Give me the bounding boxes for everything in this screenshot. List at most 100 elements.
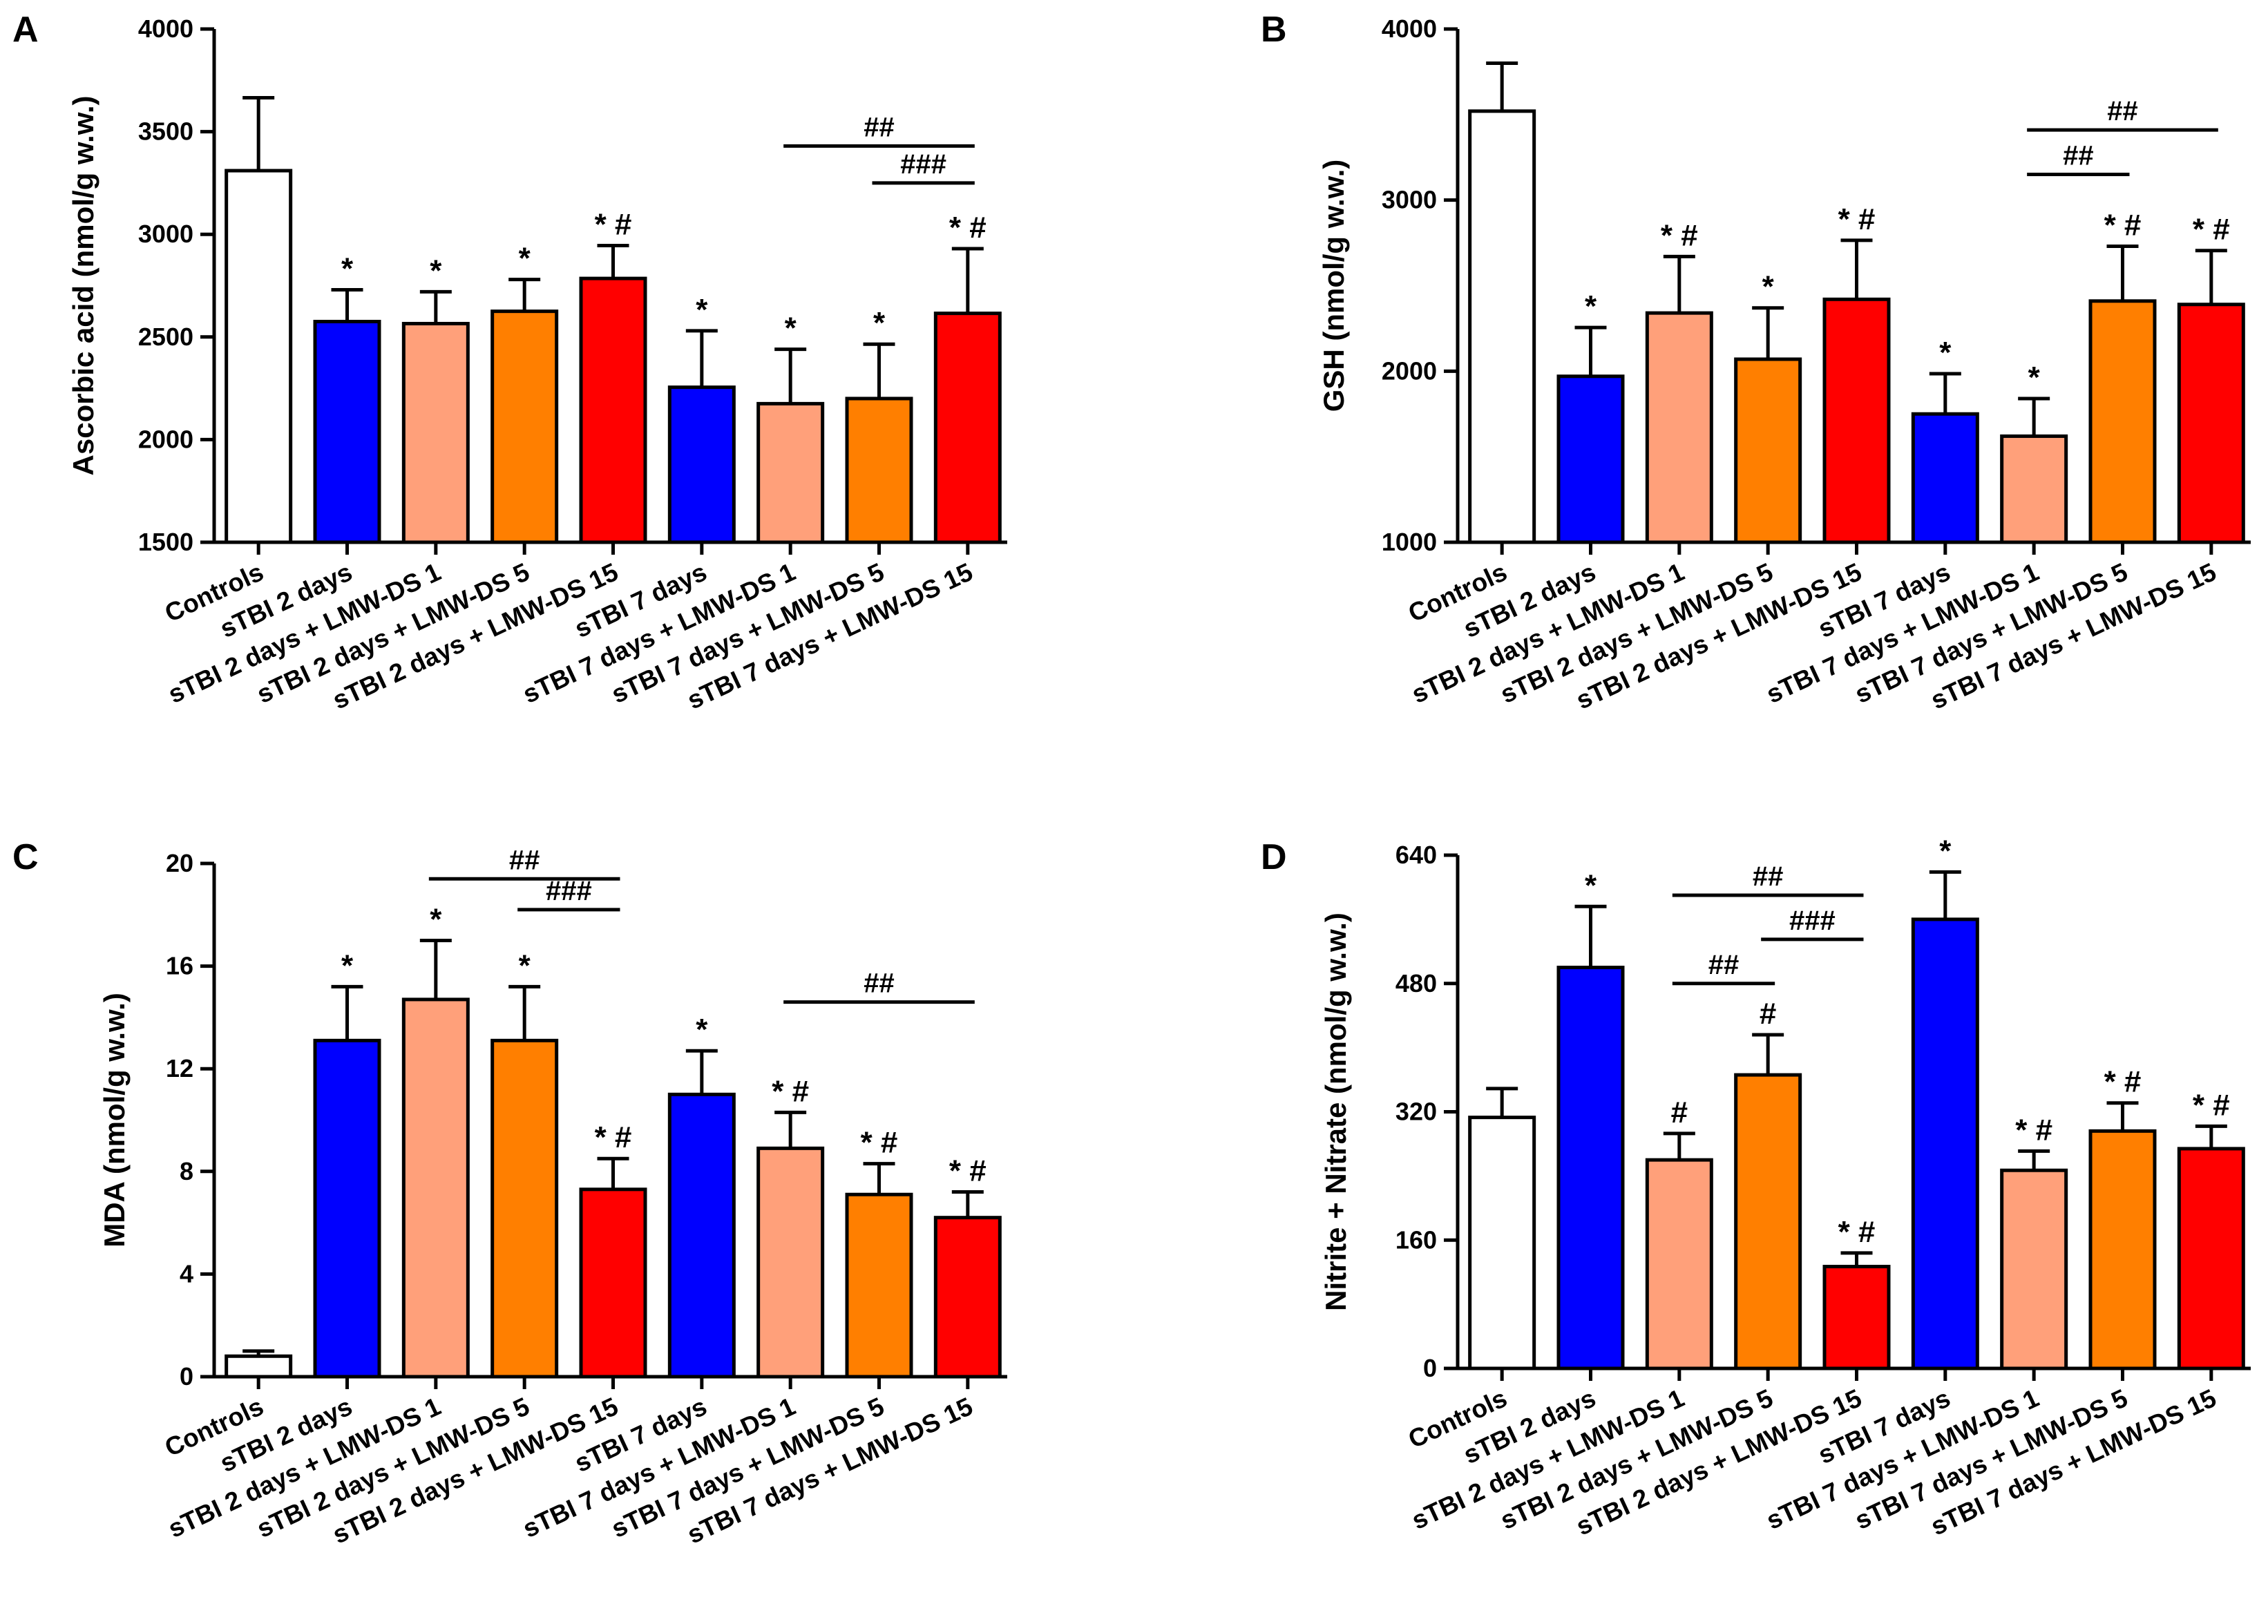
y-tick-label: 12 [166,1054,193,1082]
significance-marker: * # [772,1074,809,1108]
panel-letter: A [12,10,39,50]
bar [933,312,1002,544]
significance-marker: # [1760,997,1776,1031]
comparison-label: ### [900,149,946,180]
comparison-label: ## [864,112,895,142]
bar [1822,297,1891,544]
significance-marker: * [785,312,797,345]
significance-marker: * # [949,211,987,245]
bar [490,309,559,544]
bar [1556,374,1625,544]
bar [579,1187,647,1379]
y-tick-label: 2500 [138,323,193,351]
y-tick-label: 4000 [138,15,193,43]
bar [2177,303,2245,544]
significance-marker: * [1939,336,1952,370]
significance-marker: * # [2193,213,2230,247]
y-tick-label: 640 [1395,841,1437,869]
bar [2088,1129,2157,1370]
bar [401,321,470,544]
significance-marker: * # [595,208,632,242]
significance-marker: * # [2104,209,2142,242]
bar [1468,1116,1536,1370]
significance-marker: * # [861,1126,898,1160]
bar [1645,1158,1713,1370]
significance-marker: * # [595,1120,632,1154]
y-tick-label: 480 [1395,969,1437,997]
significance-marker: * [341,948,354,982]
y-axis-label: Ascorbic acid (nmol/g w.w.) [67,96,99,476]
significance-marker: * # [949,1154,987,1188]
significance-marker: * [696,1013,708,1047]
significance-marker: * [1762,270,1775,304]
panel-letter: C [12,837,39,877]
significance-marker: * [696,293,708,327]
significance-marker: * [873,306,886,340]
significance-marker: # [1671,1096,1688,1129]
significance-marker: * # [2193,1088,2230,1122]
bar [845,397,913,544]
comparison-label: ### [546,876,592,906]
panel-d: D 0 160 320 480 640 Nitrite + Nitrate (nmol/g … [1261,834,2251,1541]
comparison-label: ## [509,845,540,875]
y-tick-label: 3500 [138,117,193,146]
comparison-label: ## [1753,861,1784,892]
y-tick-label: 0 [1423,1354,1437,1382]
bar [756,1146,825,1379]
bar [1468,109,1536,544]
significance-marker: * [1939,834,1952,868]
y-axis-label: Nitrite + Nitrate (nmol/g w.w.) [1319,913,1352,1311]
significance-marker: * [1585,868,1597,902]
bar [1911,917,1979,1370]
bar [225,169,293,544]
bar [667,1092,736,1379]
significance-marker: * [2028,361,2041,394]
significance-marker: * [430,902,442,936]
bar [490,1038,559,1379]
significance-marker: * # [2104,1065,2142,1099]
bar [401,997,470,1379]
significance-marker: * # [2015,1113,2052,1147]
bar [225,1354,293,1379]
bar [2000,1168,2068,1370]
panel-letter: B [1261,10,1287,50]
significance-marker: * [519,948,531,982]
bar [2088,299,2157,544]
bar [933,1216,1002,1379]
bar [1645,311,1713,544]
comparison-label: ### [1789,906,1836,936]
bar [2177,1147,2245,1370]
significance-marker: * # [1838,202,1876,236]
comparison-label: ## [2063,141,2094,171]
bar [1822,1265,1891,1370]
y-tick-label: 3000 [138,220,193,248]
panel-a: A 1500 2000 2500 3000 3500 4000 Ascorbic acid (… [12,10,1007,715]
comparison-label: ## [2107,96,2138,126]
y-tick-label: 20 [166,849,193,877]
y-tick-label: 8 [180,1157,193,1185]
y-axis-label: MDA (nmol/g w.w.) [98,993,131,1248]
comparison-label: ## [1708,950,1740,980]
y-axis-label: GSH (nmol/g w.w.) [1317,160,1350,412]
significance-marker: * # [1838,1215,1876,1249]
bar [756,401,825,544]
bar [579,276,647,544]
y-tick-label: 4 [180,1259,193,1288]
bar [313,1038,381,1379]
significance-marker: * # [1661,218,1698,252]
bar [667,385,736,544]
y-tick-label: 3000 [1382,186,1437,214]
bar [1734,1073,1802,1370]
y-tick-label: 1500 [138,528,193,556]
y-tick-label: 1000 [1382,528,1437,556]
panel-letter: D [1261,837,1287,877]
bar [2000,434,2068,544]
bar [1734,357,1802,544]
y-tick-label: 0 [180,1362,193,1391]
y-tick-label: 16 [166,952,193,980]
significance-marker: * [1585,289,1597,323]
significance-marker: * [519,242,531,276]
bar [1556,966,1625,1370]
